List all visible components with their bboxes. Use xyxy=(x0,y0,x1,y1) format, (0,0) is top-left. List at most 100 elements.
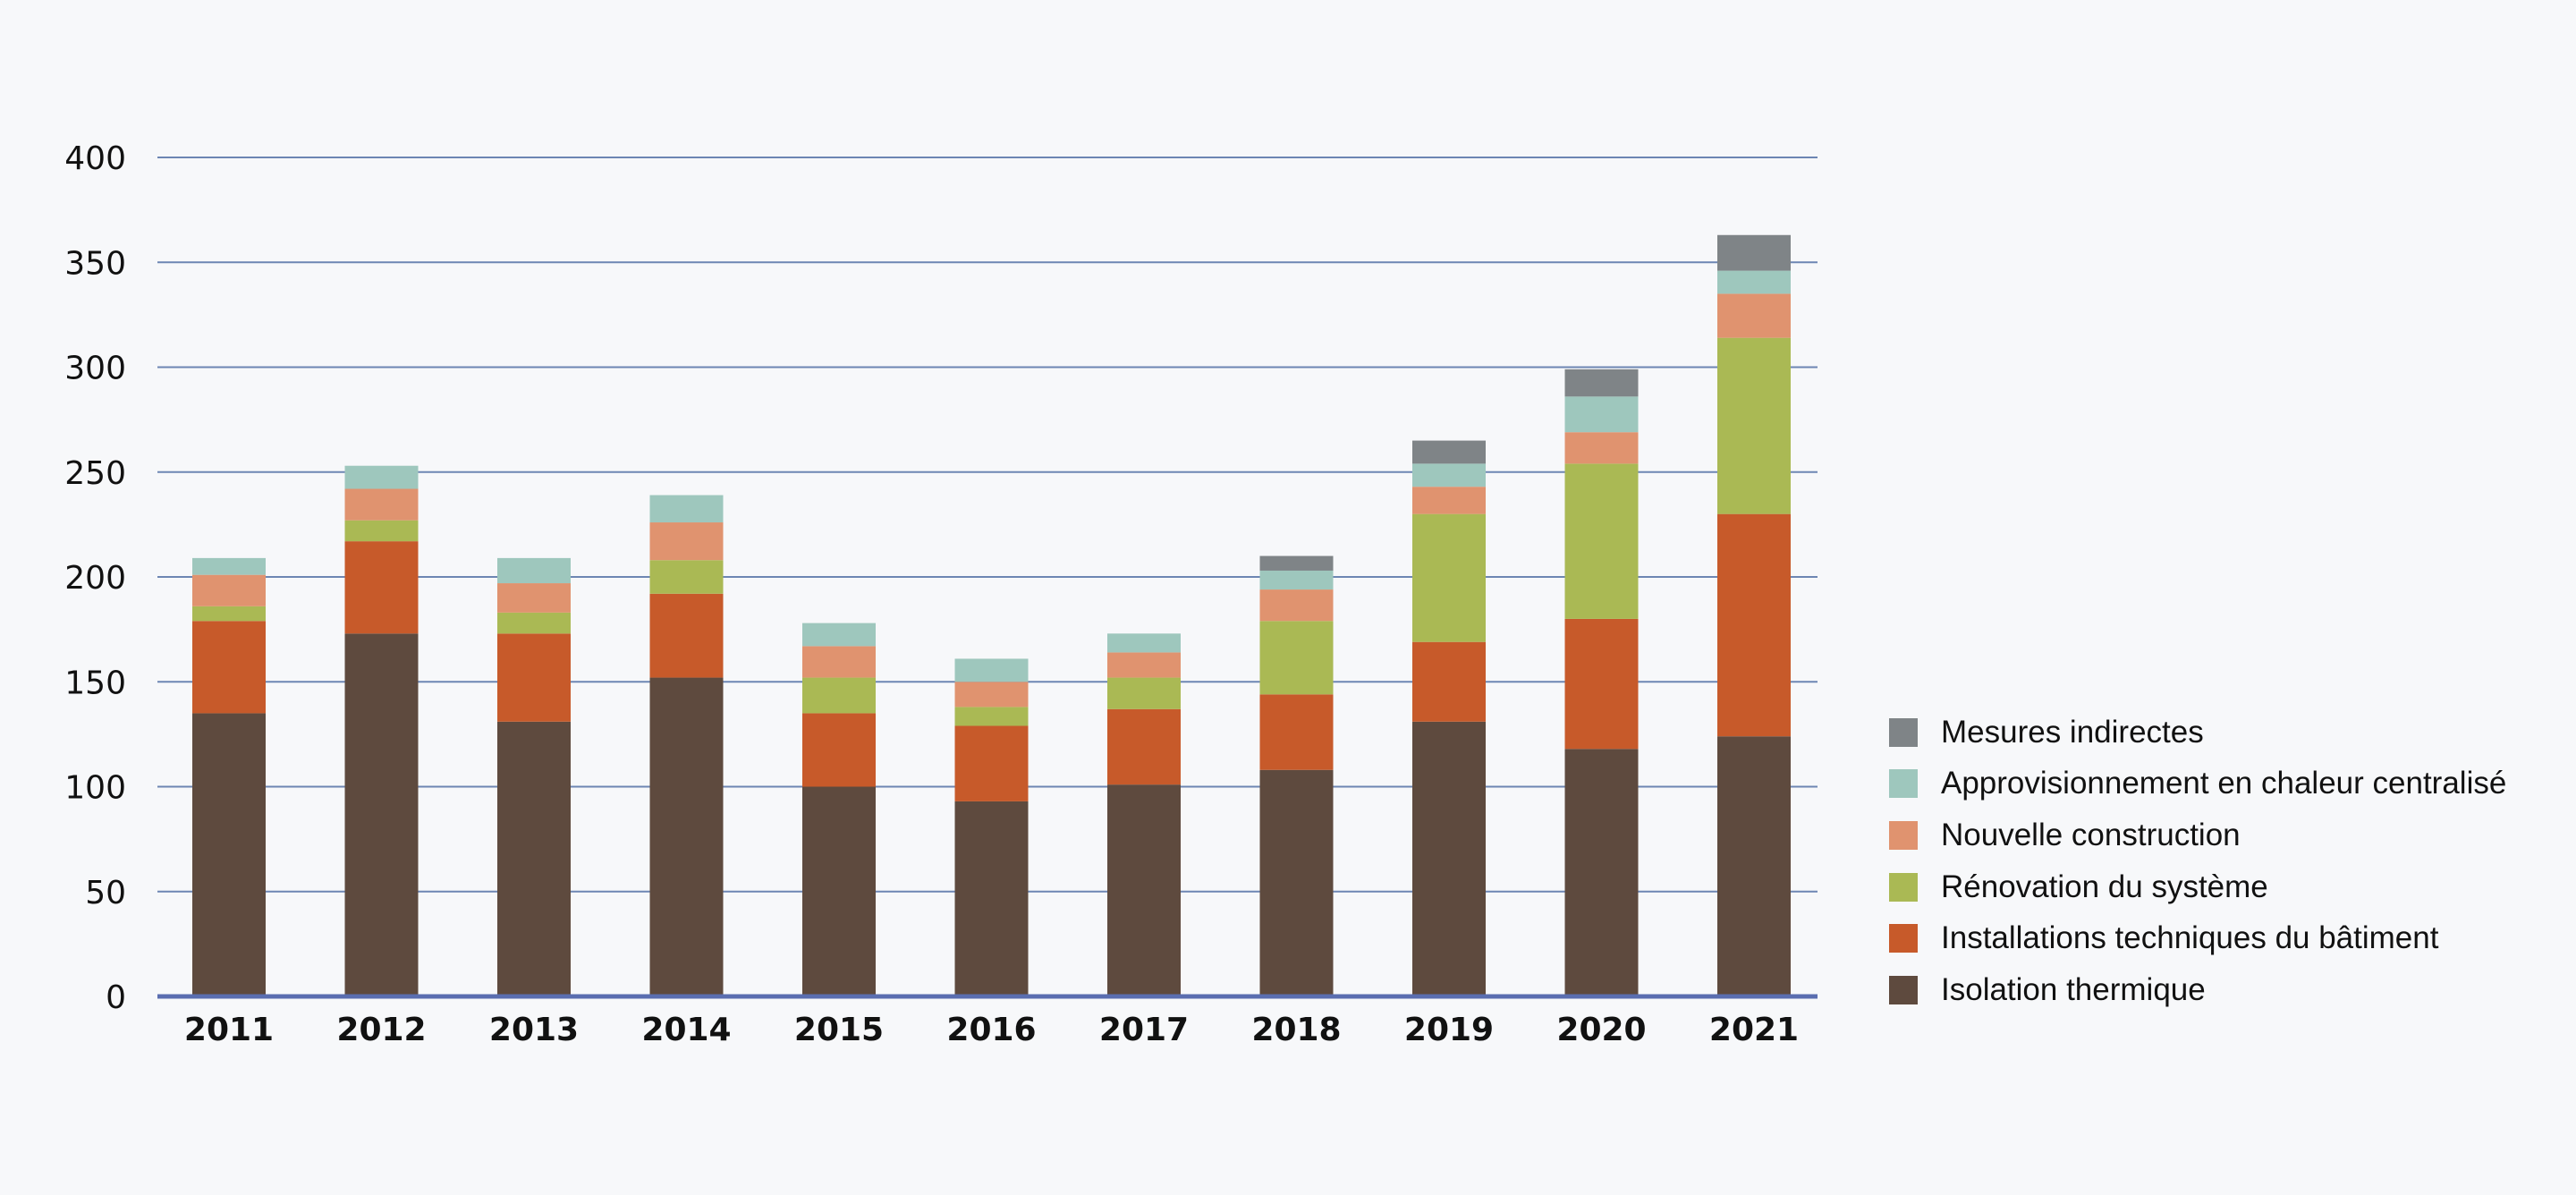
bar-2021-series-5 xyxy=(1717,234,1791,271)
bar-2014-series-4 xyxy=(649,495,724,523)
legend-label: Rénovation du système xyxy=(1941,869,2268,904)
bar-2012-series-2 xyxy=(344,520,419,542)
y-tick-label-400: 400 xyxy=(64,140,126,177)
bar-2013-series-4 xyxy=(497,557,571,584)
bar-2016-series-1 xyxy=(954,725,1029,801)
bar-2012-series-4 xyxy=(344,465,419,489)
bar-2019-series-2 xyxy=(1412,513,1486,642)
bar-2018-series-4 xyxy=(1259,570,1334,590)
bar-2014-series-3 xyxy=(649,522,724,561)
legend-item: Installations techniques du bâtiment xyxy=(1889,912,2506,964)
legend-swatch xyxy=(1889,717,1918,747)
bar-2014-series-2 xyxy=(649,560,724,594)
x-tick-label-2012: 2012 xyxy=(336,1012,426,1048)
bar-2019-series-5 xyxy=(1412,440,1486,464)
bar-2016-series-3 xyxy=(954,682,1029,708)
bar-2015-series-4 xyxy=(802,623,876,647)
bar-2021-series-3 xyxy=(1717,293,1791,338)
y-tick-label-100: 100 xyxy=(64,770,126,807)
bar-2012-series-1 xyxy=(344,541,419,634)
legend-swatch xyxy=(1889,872,1918,902)
bar-2020-series-5 xyxy=(1564,369,1639,397)
bar-2011-series-2 xyxy=(192,606,266,622)
bar-2013-series-0 xyxy=(497,721,571,996)
bar-2020-series-2 xyxy=(1564,463,1639,619)
x-tick-label-2017: 2017 xyxy=(1099,1012,1189,1048)
bar-2020-series-3 xyxy=(1564,432,1639,464)
bar-2017-series-1 xyxy=(1107,708,1181,785)
bar-2021-series-4 xyxy=(1717,270,1791,294)
legend-item: Nouvelle construction xyxy=(1889,809,2506,861)
x-axis-tick-labels: 2011 2012 2013 2014 2015 2016 2017 2018 2019 2020… xyxy=(184,1012,1799,1048)
bar-2018-series-1 xyxy=(1259,694,1334,770)
bar-2016-series-2 xyxy=(954,707,1029,726)
bar-2017-series-2 xyxy=(1107,677,1181,709)
x-tick-label-2020: 2020 xyxy=(1556,1012,1646,1048)
x-tick-label-2021: 2021 xyxy=(1709,1012,1799,1048)
legend-label: Nouvelle construction xyxy=(1941,817,2241,852)
x-tick-label-2016: 2016 xyxy=(946,1012,1036,1048)
bar-2014-series-1 xyxy=(649,593,724,678)
bar-2019-series-4 xyxy=(1412,463,1486,487)
bar-2015-series-0 xyxy=(802,786,876,996)
legend-swatch xyxy=(1889,820,1918,850)
legend-item: Isolation thermique xyxy=(1889,964,2506,1016)
legend-swatch xyxy=(1889,769,1918,799)
y-tick-label-300: 300 xyxy=(64,351,126,387)
x-tick-label-2013: 2013 xyxy=(489,1012,579,1048)
bar-2016-series-4 xyxy=(954,658,1029,682)
bar-2017-series-4 xyxy=(1107,633,1181,653)
bar-2021-series-2 xyxy=(1717,337,1791,514)
bar-2021-series-0 xyxy=(1717,736,1791,996)
x-tick-label-2011: 2011 xyxy=(184,1012,274,1048)
bar-2012-series-0 xyxy=(344,633,419,996)
y-tick-label-250: 250 xyxy=(64,455,126,492)
y-tick-label-50: 50 xyxy=(85,875,126,911)
x-tick-label-2014: 2014 xyxy=(641,1012,731,1048)
y-tick-label-350: 350 xyxy=(64,245,126,282)
legend-swatch xyxy=(1889,924,1918,953)
bar-2013-series-2 xyxy=(497,612,571,634)
bar-2015-series-3 xyxy=(802,646,876,678)
x-tick-label-2018: 2018 xyxy=(1251,1012,1341,1048)
bar-2011-series-1 xyxy=(192,621,266,714)
bar-2012-series-3 xyxy=(344,488,419,521)
legend-label: Isolation thermique xyxy=(1941,971,2206,1007)
legend-item: Mesures indirectes xyxy=(1889,707,2506,759)
bar-2018-series-3 xyxy=(1259,589,1334,622)
bar-2015-series-1 xyxy=(802,713,876,787)
legend-item: Rénovation du système xyxy=(1889,861,2506,913)
bar-2019-series-0 xyxy=(1412,721,1486,996)
legend-label: Mesures indirectes xyxy=(1941,714,2204,750)
bar-2021-series-1 xyxy=(1717,513,1791,737)
bar-2011-series-3 xyxy=(192,574,266,606)
y-tick-label-150: 150 xyxy=(64,665,126,701)
legend-label: Installations techniques du bâtiment xyxy=(1941,920,2439,956)
bar-2016-series-0 xyxy=(954,801,1029,996)
x-tick-label-2019: 2019 xyxy=(1404,1012,1494,1048)
legend: Mesures indirectes Approvisionnement en c… xyxy=(1889,707,2506,1016)
bar-2018-series-0 xyxy=(1259,769,1334,996)
bar-2020-series-0 xyxy=(1564,749,1639,996)
legend-swatch xyxy=(1889,975,1918,1004)
bar-2020-series-4 xyxy=(1564,396,1639,433)
bar-2013-series-1 xyxy=(497,633,571,722)
bar-2019-series-1 xyxy=(1412,641,1486,722)
y-axis-tick-labels: 0 50 100 150 200 250 300 350 400 xyxy=(64,140,126,1016)
bar-2018-series-2 xyxy=(1259,621,1334,695)
legend-item: Approvisionnement en chaleur centralisé xyxy=(1889,759,2506,810)
bar-2013-series-3 xyxy=(497,583,571,613)
legend-label: Approvisionnement en chaleur centralisé xyxy=(1941,766,2507,801)
bar-2011-series-0 xyxy=(192,713,266,996)
bars xyxy=(192,234,1791,996)
bar-2015-series-2 xyxy=(802,677,876,714)
bar-2017-series-3 xyxy=(1107,652,1181,678)
bar-2019-series-3 xyxy=(1412,487,1486,514)
bar-2017-series-0 xyxy=(1107,784,1181,996)
x-tick-label-2015: 2015 xyxy=(794,1012,884,1048)
bar-2014-series-0 xyxy=(649,677,724,996)
bar-2011-series-4 xyxy=(192,557,266,575)
bar-2020-series-1 xyxy=(1564,618,1639,750)
y-tick-label-0: 0 xyxy=(106,979,126,1016)
